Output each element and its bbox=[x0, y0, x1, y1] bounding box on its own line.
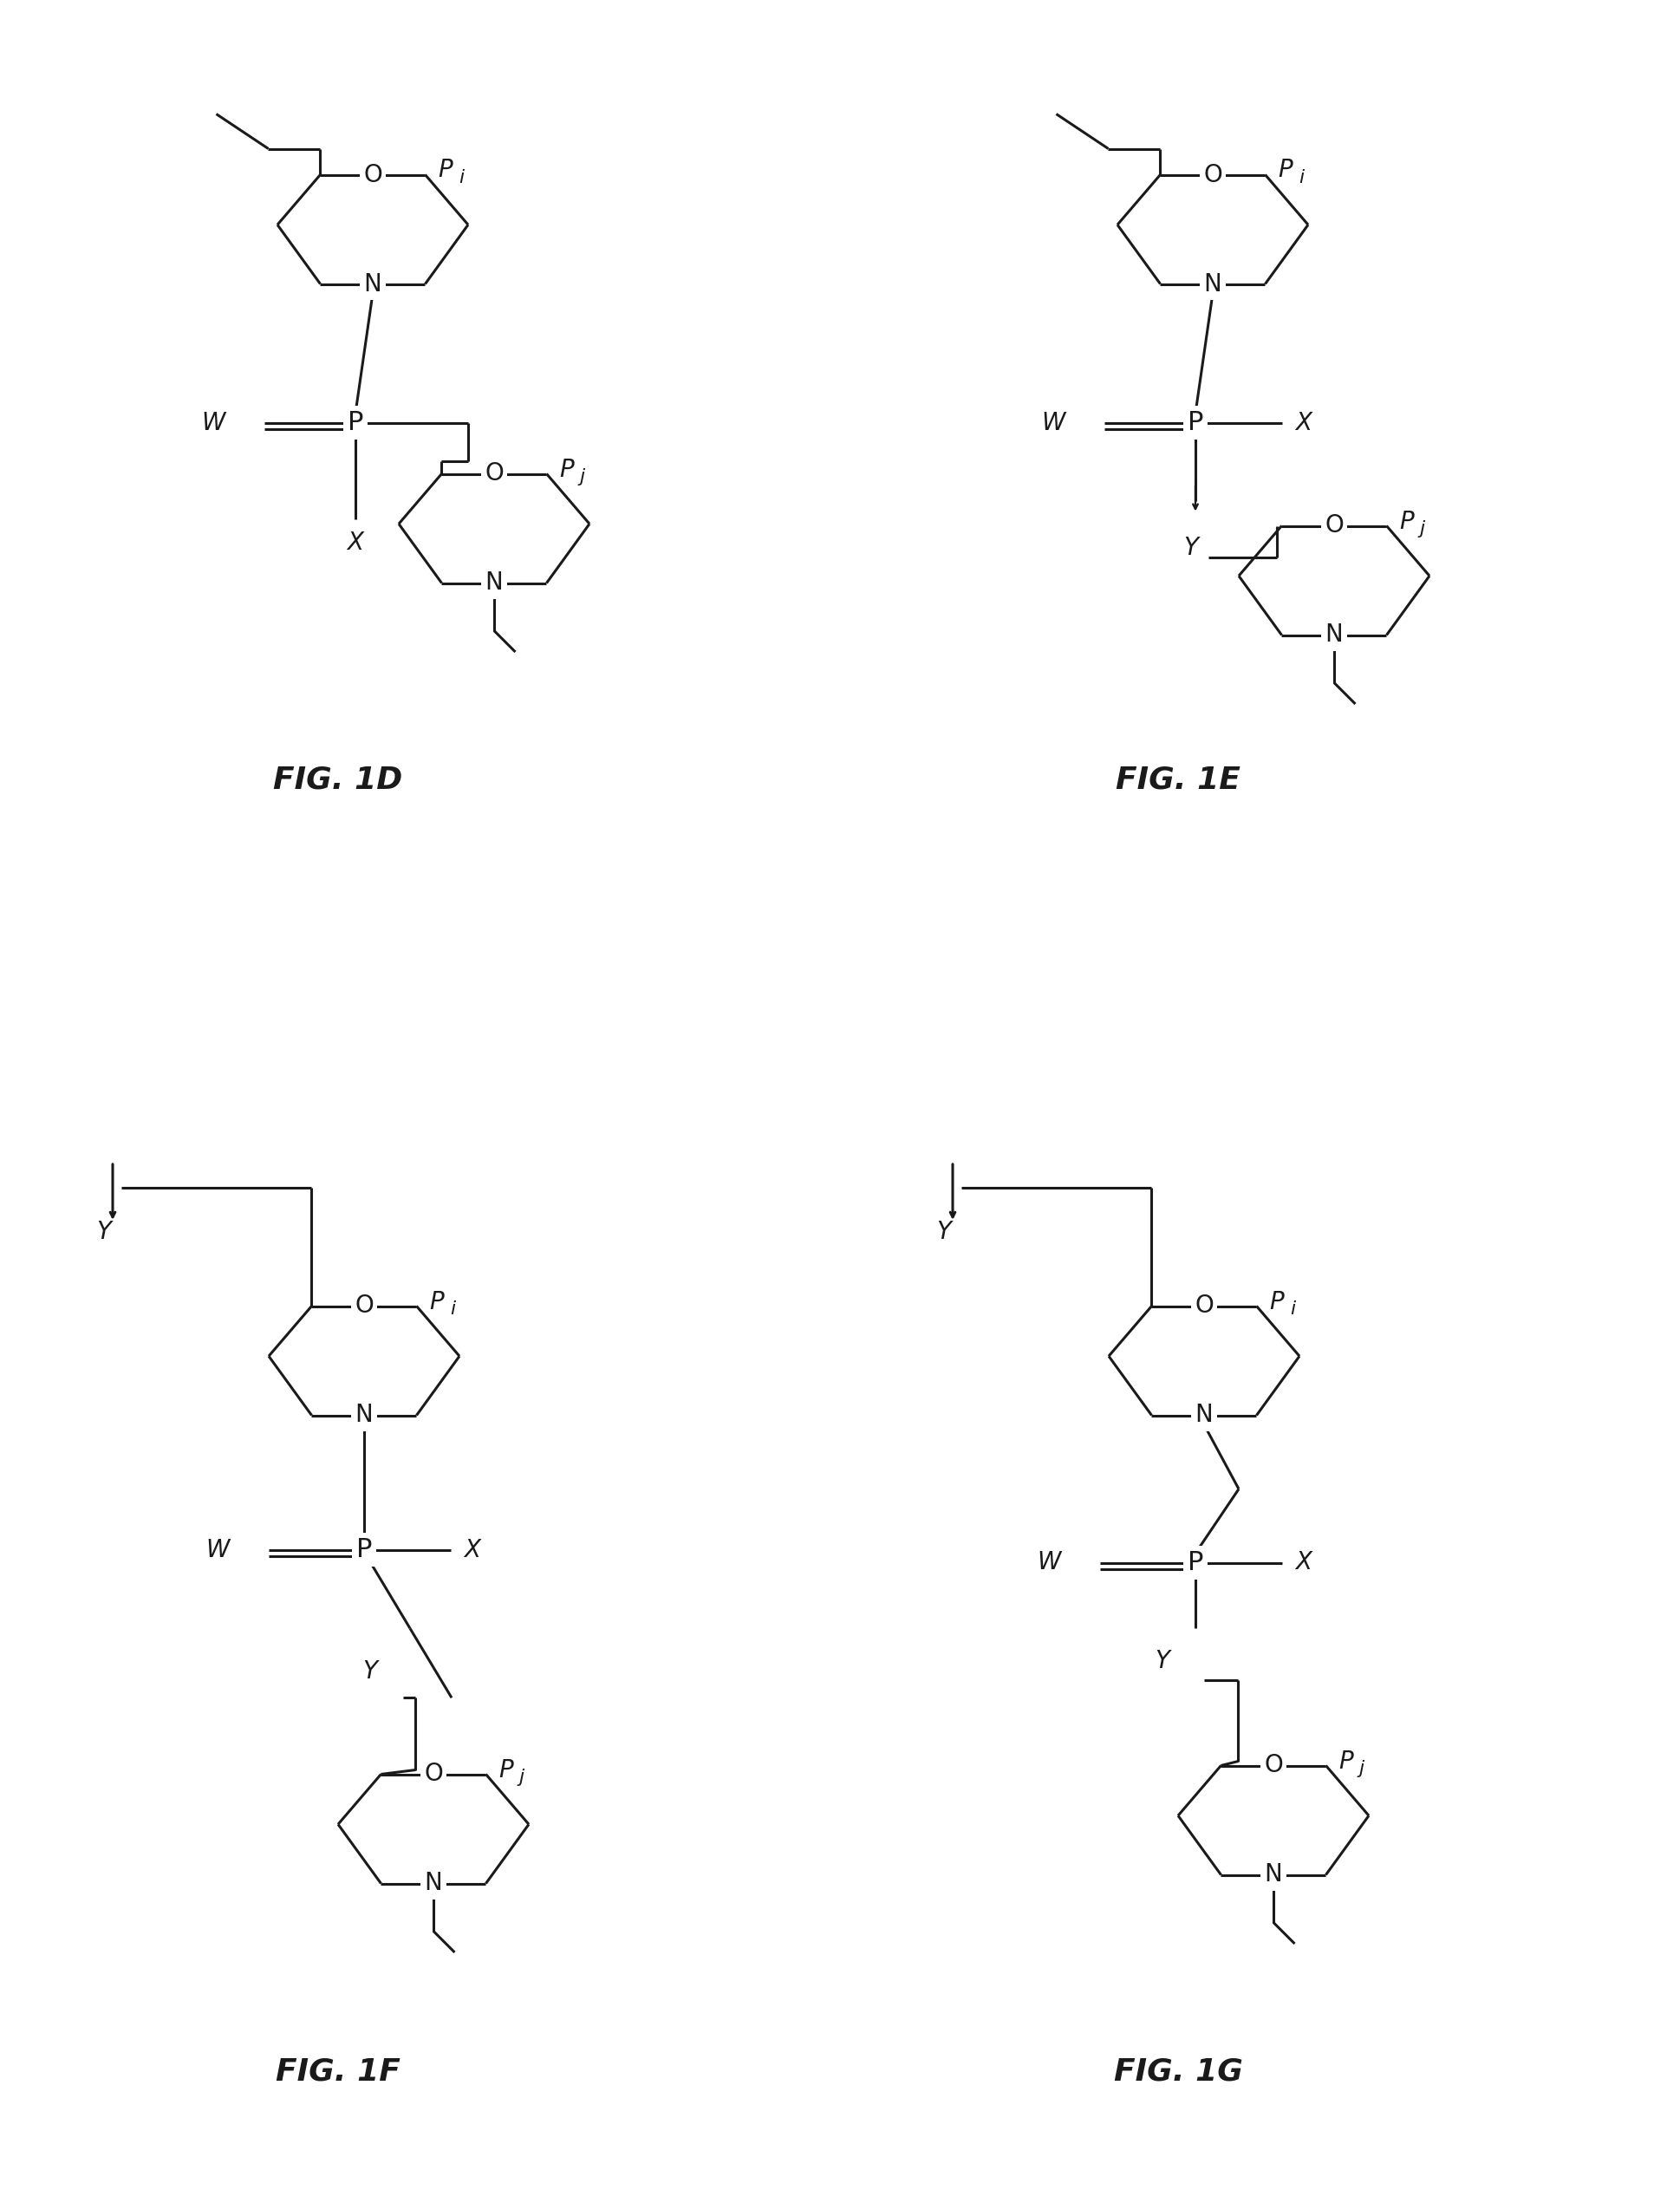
Text: FIG. 1F: FIG. 1F bbox=[276, 2058, 400, 2086]
Text: O: O bbox=[1263, 1752, 1284, 1779]
Text: Y: Y bbox=[1154, 1649, 1169, 1673]
Text: Y: Y bbox=[363, 1660, 376, 1684]
Text: N: N bbox=[365, 272, 381, 296]
Text: j: j bbox=[1420, 520, 1425, 538]
Text: W: W bbox=[1042, 411, 1065, 435]
Text: i: i bbox=[459, 169, 464, 187]
Text: FIG. 1G: FIG. 1G bbox=[1114, 2058, 1243, 2086]
Text: N: N bbox=[486, 571, 502, 595]
Text: Y: Y bbox=[97, 1219, 111, 1245]
Text: P: P bbox=[1278, 158, 1292, 182]
Text: X: X bbox=[1295, 411, 1312, 435]
Text: W: W bbox=[1037, 1550, 1062, 1575]
Text: j: j bbox=[580, 468, 585, 485]
Text: O: O bbox=[363, 163, 381, 187]
Text: N: N bbox=[1265, 1862, 1282, 1886]
Text: P: P bbox=[438, 158, 452, 182]
Text: O: O bbox=[1194, 1293, 1213, 1318]
Text: X: X bbox=[348, 531, 363, 556]
Text: P: P bbox=[348, 411, 363, 435]
Text: FIG. 1E: FIG. 1E bbox=[1116, 766, 1240, 795]
Text: FIG. 1D: FIG. 1D bbox=[274, 766, 403, 795]
Text: N: N bbox=[425, 1871, 442, 1895]
Text: O: O bbox=[1326, 514, 1344, 538]
Text: P: P bbox=[1188, 411, 1203, 435]
Text: Y: Y bbox=[937, 1219, 951, 1245]
Text: W: W bbox=[202, 411, 225, 435]
Text: W: W bbox=[207, 1537, 230, 1561]
Text: P: P bbox=[430, 1289, 444, 1313]
Text: N: N bbox=[1194, 1403, 1213, 1427]
Text: P: P bbox=[356, 1537, 371, 1561]
Text: N: N bbox=[354, 1403, 373, 1427]
Text: P: P bbox=[499, 1757, 514, 1781]
Text: O: O bbox=[354, 1293, 373, 1318]
Text: N: N bbox=[1205, 272, 1221, 296]
Text: P: P bbox=[559, 457, 575, 481]
Text: j: j bbox=[519, 1768, 524, 1785]
Text: X: X bbox=[1295, 1550, 1312, 1575]
Text: P: P bbox=[1270, 1289, 1284, 1313]
Text: i: i bbox=[1299, 169, 1304, 187]
Text: O: O bbox=[423, 1761, 444, 1785]
Text: i: i bbox=[450, 1300, 455, 1318]
Text: i: i bbox=[1290, 1300, 1295, 1318]
Text: X: X bbox=[464, 1537, 480, 1561]
Text: N: N bbox=[1326, 624, 1342, 648]
Text: Y: Y bbox=[1184, 536, 1198, 560]
Text: O: O bbox=[1203, 163, 1221, 187]
Text: P: P bbox=[1188, 1550, 1203, 1575]
Text: P: P bbox=[1339, 1748, 1354, 1774]
Text: j: j bbox=[1359, 1759, 1364, 1777]
Text: P: P bbox=[1399, 509, 1415, 534]
Text: O: O bbox=[486, 461, 504, 485]
